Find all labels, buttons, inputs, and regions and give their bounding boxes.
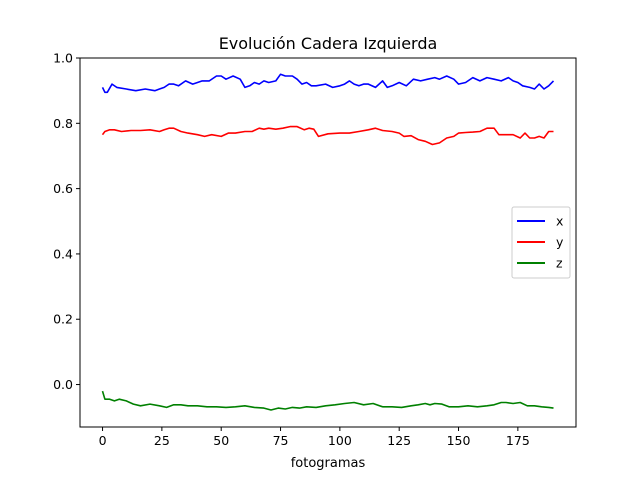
series-line-z <box>101 390 554 411</box>
y-axis: 0.0 0.2 0.4 0.6 0.8 1.0 <box>53 51 80 392</box>
y-tick-label: 0.0 <box>53 377 73 392</box>
x-tick-label: 25 <box>154 433 170 448</box>
x-axis: 0 25 50 75 100 125 150 175 <box>99 427 530 448</box>
x-tick-label: 150 <box>447 433 471 448</box>
x-tick-label: 75 <box>273 433 289 448</box>
x-tick-label: 0 <box>99 433 107 448</box>
plot-area-frame <box>79 57 577 428</box>
y-tick-label: 1.0 <box>53 51 73 66</box>
chart-title: Evolución Cadera Izquierda <box>219 34 438 53</box>
x-axis-label: fotogramas <box>291 456 366 471</box>
y-tick-label: 0.6 <box>53 181 73 196</box>
series-lines <box>101 73 555 411</box>
legend-label-x: x <box>556 214 563 229</box>
y-tick-label: 0.2 <box>53 312 73 327</box>
series-line-x <box>101 73 555 94</box>
series-line-y <box>101 125 554 146</box>
x-tick-label: 100 <box>328 433 352 448</box>
x-tick-label: 175 <box>506 433 530 448</box>
x-tick-label: 50 <box>213 433 229 448</box>
legend: xyz <box>511 206 571 279</box>
y-tick-label: 0.8 <box>53 116 73 131</box>
legend-label-y: y <box>556 235 564 250</box>
x-tick-label: 125 <box>387 433 411 448</box>
legend-label-z: z <box>556 256 563 271</box>
y-tick-label: 0.4 <box>53 246 73 261</box>
